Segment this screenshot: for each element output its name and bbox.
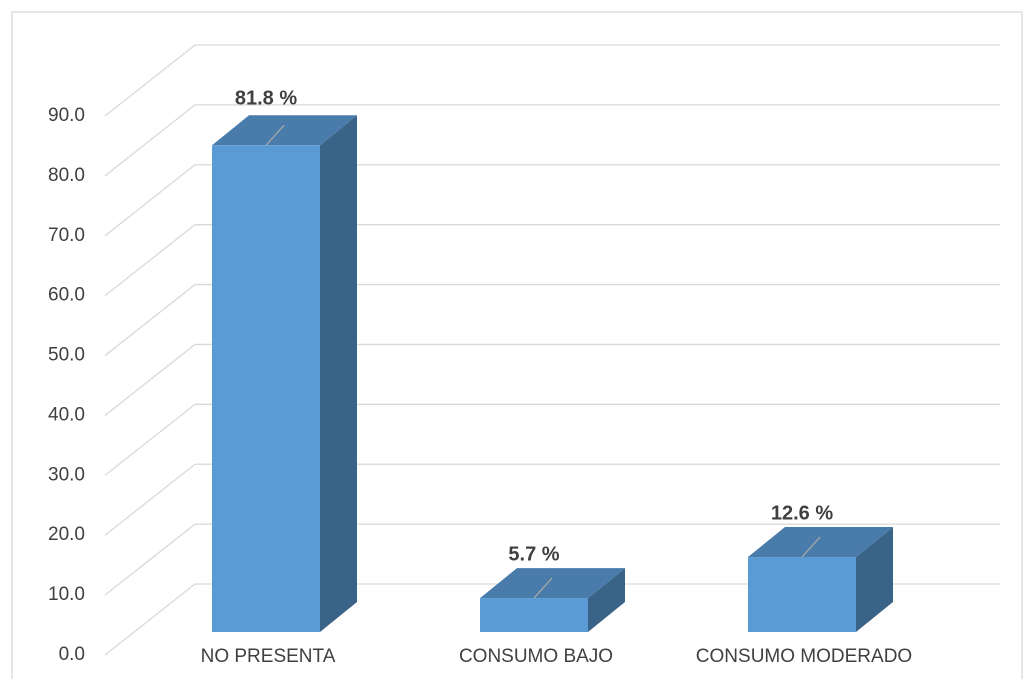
value-label: 12.6 % (771, 502, 833, 524)
bar (480, 598, 588, 632)
bar (212, 145, 320, 633)
grid-line (104, 343, 196, 416)
grid-line (104, 583, 196, 656)
label-leader (265, 124, 285, 146)
grid-line (104, 284, 196, 357)
bar-side (320, 115, 357, 633)
y-tick-label: 30.0 (48, 464, 85, 485)
y-tick-label: 0.0 (59, 644, 85, 665)
chart-border (11, 11, 1023, 679)
grid-line (104, 104, 196, 177)
y-tick-label: 10.0 (48, 584, 85, 605)
value-label: 5.7 % (508, 543, 559, 565)
grid-line (104, 224, 196, 297)
label-leader (801, 536, 821, 558)
y-tick-label: 80.0 (48, 165, 85, 186)
x-tick-label: CONSUMO MODERADO (696, 646, 912, 667)
grid-line (104, 523, 196, 596)
y-tick-label: 50.0 (48, 345, 85, 366)
value-label: 81.8 % (235, 88, 297, 110)
grid-line (104, 463, 196, 536)
y-tick-label: 60.0 (48, 285, 85, 306)
bar-side (588, 568, 625, 632)
grid-line (104, 44, 196, 117)
x-tick-label: NO PRESENTA (201, 646, 336, 667)
y-tick-label: 70.0 (48, 225, 85, 246)
grid-line (104, 403, 196, 476)
y-tick-label: 20.0 (48, 524, 85, 545)
bar-top (212, 115, 357, 146)
grid-line (104, 164, 196, 237)
bar (748, 557, 856, 632)
x-tick-label: CONSUMO BAJO (459, 646, 613, 667)
y-tick-label: 90.0 (48, 105, 85, 126)
bar-side (856, 527, 893, 632)
y-tick-label: 40.0 (48, 404, 85, 425)
label-leader (533, 577, 553, 599)
bar-top (480, 568, 625, 599)
bar-top (748, 527, 893, 558)
